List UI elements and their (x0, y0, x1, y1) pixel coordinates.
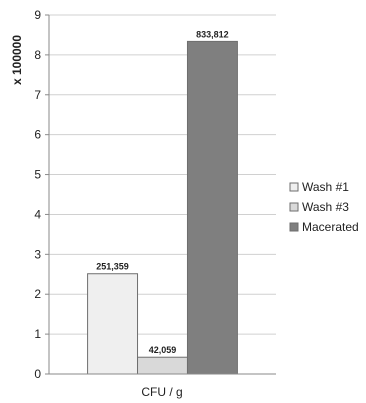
bar-wash-3 (137, 356, 188, 375)
y-tick-label: 2 (34, 287, 41, 301)
legend-label-wash-3: Wash #3 (302, 200, 349, 214)
bar-macerated (186, 40, 238, 375)
y-tick-label: 4 (34, 207, 41, 221)
data-label-macerated: 833,812 (196, 29, 229, 39)
y-tick-label: 6 (34, 128, 41, 142)
y-tick-label: 9 (34, 8, 41, 22)
data-label-wash-1: 251,359 (96, 262, 129, 272)
x-axis-label: CFU / g (141, 385, 182, 399)
y-tick-label: 3 (34, 247, 41, 261)
legend-label-macerated: Macerated (302, 220, 359, 234)
y-tick-label: 8 (34, 48, 41, 62)
data-label-wash-3: 42,059 (149, 345, 177, 355)
axes: 0 1 2 3 4 5 6 7 8 9 (34, 8, 276, 381)
legend-swatch-wash-1 (289, 182, 299, 192)
y-axis-title: x 100000 (10, 35, 24, 85)
bar-wash-1 (87, 273, 139, 375)
data-labels: 251,359 42,059 833,812 (96, 29, 228, 355)
legend: Wash #1 Wash #3 Macerated (289, 180, 359, 234)
y-tick-label: 5 (34, 168, 41, 182)
y-tick-label: 0 (34, 367, 41, 381)
legend-label-wash-1: Wash #1 (302, 180, 349, 194)
y-tick-label: 1 (34, 327, 41, 341)
legend-swatch-macerated (289, 222, 299, 232)
gridlines (49, 14, 276, 335)
bars (87, 40, 238, 375)
legend-swatch-wash-3 (289, 202, 299, 212)
y-tick-label: 7 (34, 88, 41, 102)
